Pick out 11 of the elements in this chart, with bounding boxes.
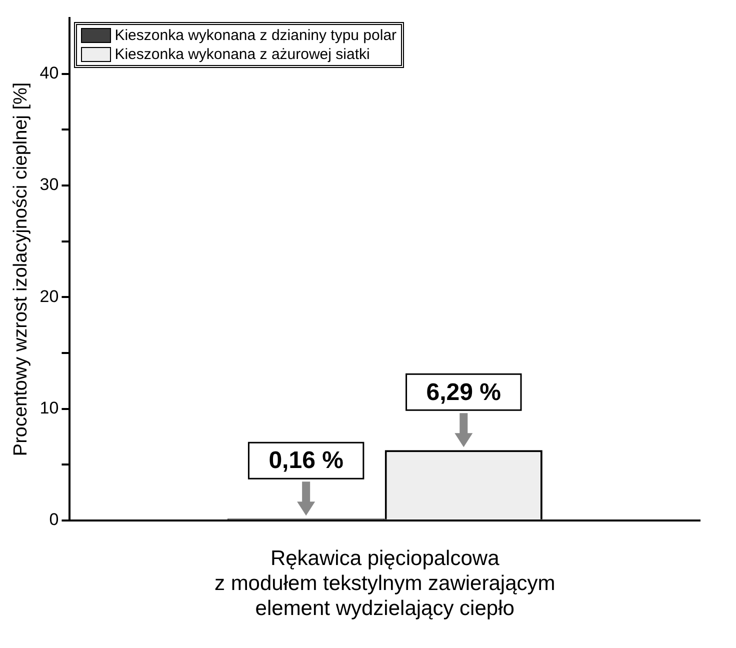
y-tick-label: 40 (40, 64, 59, 83)
y-axis-title: Procentowy wzrost izolacyjności cieplnej [%] (10, 82, 32, 456)
y-tick-label: 30 (40, 175, 59, 194)
data-label: 0,16 % (268, 447, 344, 474)
y-tick-label: 20 (40, 286, 59, 306)
data-label: 6,29 % (426, 378, 501, 406)
x-tick-label: Rękawica pięciopalcowa z modułem tekstylnym zawierającym element wydzielający ciepło (214, 546, 556, 620)
legend-label: Kieszonka wykonana z ażurowej siatki (114, 45, 370, 64)
legend-label: Kieszonka wykonana z dzianiny typu polar (114, 26, 397, 45)
y-tick-label: 10 (40, 398, 59, 418)
y-tick-label: 0 (49, 510, 59, 530)
